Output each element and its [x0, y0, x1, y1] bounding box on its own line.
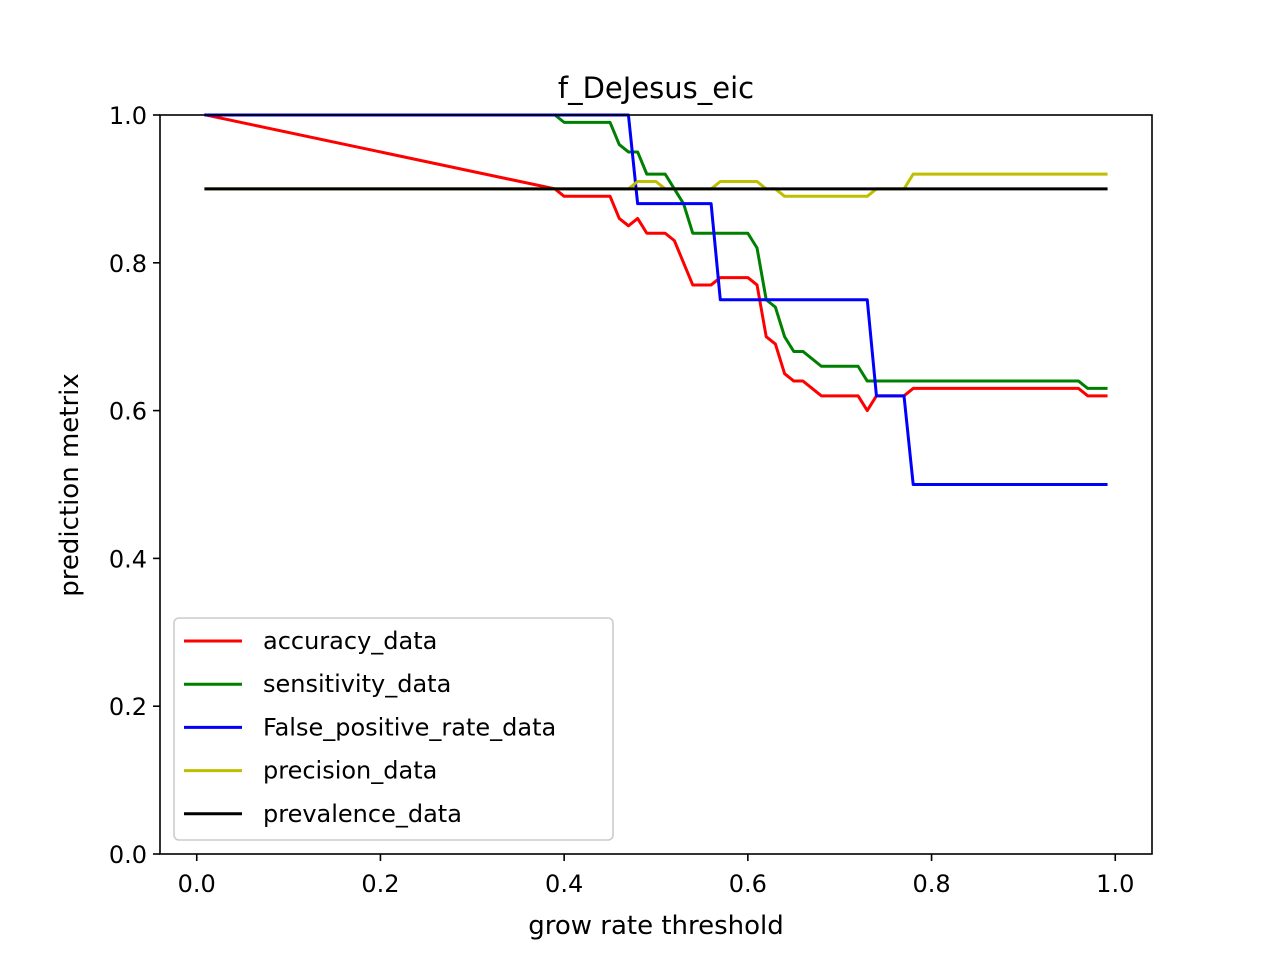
- legend: accuracy_data sensitivity_data False_posit…: [173, 617, 614, 841]
- x-tick-label: 0.6: [729, 870, 767, 898]
- x-tick-label: 0.2: [361, 870, 399, 898]
- plot-series: [204, 113, 1108, 486]
- y-tick-label: 0.8: [109, 250, 147, 278]
- x-tick-label: 0.0: [178, 870, 216, 898]
- x-tick-label: 0.4: [545, 870, 583, 898]
- legend-label-prevalence-data: prevalence_data: [263, 800, 462, 828]
- y-tick-label: 1.0: [109, 102, 147, 130]
- legend-label-false-positive-rate-data: False_positive_rate_data: [263, 713, 556, 741]
- y-tick-label: 0.4: [109, 545, 147, 573]
- x-axis: 0.0 0.2 0.4 0.6 0.8 1.0: [178, 854, 1134, 898]
- legend-label-precision-data: precision_data: [263, 757, 437, 785]
- x-axis-label: grow rate threshold: [528, 911, 784, 941]
- legend-box: [173, 617, 614, 841]
- y-tick-label: 0.2: [109, 693, 147, 721]
- series-line-sensitivity-data: [204, 113, 1108, 390]
- y-axis: 0.0 0.2 0.4 0.6 0.8 1.0: [109, 102, 160, 869]
- chart-title: f_DeJesus_eic: [558, 71, 754, 105]
- y-tick-label: 0.6: [109, 398, 147, 426]
- x-tick-label: 0.8: [912, 870, 950, 898]
- y-axis-label: prediction metrix: [55, 373, 85, 597]
- x-tick-label: 1.0: [1096, 870, 1134, 898]
- legend-label-accuracy-data: accuracy_data: [263, 627, 437, 655]
- y-tick-label: 0.0: [109, 841, 147, 869]
- plot-area-frame: [159, 114, 1153, 855]
- series-line-false-positive-rate-data: [204, 113, 1108, 486]
- legend-label-sensitivity-data: sensitivity_data: [263, 670, 451, 698]
